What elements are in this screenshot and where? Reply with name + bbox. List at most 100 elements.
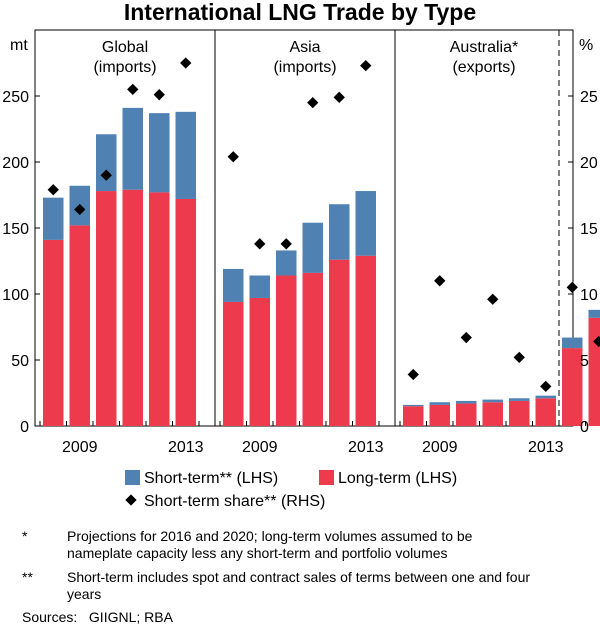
bar-long-term [329, 259, 350, 426]
right-axis-tick-label: 15 [580, 221, 598, 238]
bar-long-term [429, 404, 450, 426]
footnote-2-text: Short-term includes spot and contract sa… [67, 569, 531, 602]
legend: Short-term** (LHS) Long-term (LHS) Short… [125, 470, 457, 510]
share-marker [360, 59, 372, 72]
bar-short-term [249, 275, 270, 298]
bar-long-term [403, 406, 424, 426]
x-axis-tick-label: 2013 [528, 439, 564, 456]
share-marker [566, 281, 578, 294]
right-axis-tick-label: 10 [580, 287, 598, 304]
left-axis-tick-label: 100 [2, 287, 29, 304]
bar-long-term [302, 272, 323, 426]
bar-long-term [69, 225, 90, 426]
share-marker [280, 238, 292, 250]
share-marker [513, 351, 525, 364]
right-axis-tick-label: 0 [580, 419, 589, 436]
bar-long-term [535, 398, 556, 426]
share-marker [434, 275, 446, 287]
legend-short-term-label: Short-term** (LHS) [144, 470, 278, 487]
bar-short-term [223, 268, 244, 302]
bar-short-term [562, 337, 583, 349]
legend-short-term-swatch [125, 470, 140, 485]
bar-long-term [276, 275, 297, 426]
bar-short-term [456, 400, 477, 404]
bar-short-term [429, 402, 450, 405]
x-axis-tick-label: 2009 [422, 439, 458, 456]
bar-long-term [456, 403, 477, 426]
panel-subtitle: (imports) [93, 59, 156, 76]
right-axis-unit: % [579, 37, 593, 54]
share-marker [460, 331, 472, 344]
bar-short-term [302, 222, 323, 273]
plot-area-lines [34, 29, 586, 427]
left-axis-unit: mt [10, 37, 28, 54]
bar-long-term [96, 191, 117, 426]
x-axis-tick-label: 2009 [242, 439, 278, 456]
panel-title: Asia [289, 39, 320, 56]
bar-long-term [249, 297, 270, 426]
left-axis-tick-label: 200 [2, 155, 29, 172]
share-marker [307, 96, 319, 109]
legend-share-label: Short-term share** (RHS) [144, 493, 325, 510]
bar-short-term [403, 404, 424, 407]
bar-short-term [175, 111, 196, 199]
bar-long-term [175, 198, 196, 426]
bar-short-term [329, 204, 350, 260]
bar-short-term [482, 399, 503, 403]
bar-short-term [122, 107, 143, 190]
sources: Sources: GIIGNL; RBA [22, 609, 173, 625]
bar-long-term [223, 301, 244, 426]
bar-short-term [96, 134, 117, 192]
bar-long-term [562, 348, 583, 426]
chart-title: International LNG Trade by Type [124, 0, 476, 25]
panel-subtitle: (exports) [452, 59, 515, 76]
bar-short-term [276, 250, 297, 276]
panel-title: Global [102, 39, 148, 56]
share-marker [333, 91, 345, 103]
bar-short-term [588, 309, 600, 318]
share-marker [180, 57, 192, 69]
bar-long-term [43, 239, 64, 426]
panel-title: Australia* [450, 39, 518, 56]
share-markers [47, 57, 600, 393]
left-axis-tick-label: 0 [20, 419, 29, 436]
legend-long-term-swatch [319, 470, 334, 485]
bar-short-term [355, 191, 376, 256]
x-axis-tick-label: 2009 [62, 439, 98, 456]
x-axis-tick-label: 2013 [348, 439, 384, 456]
right-axis-tick-label: 5 [580, 353, 589, 370]
footnote-2-mark: ** [22, 569, 33, 585]
x-axis-tick-label: 2013 [168, 439, 204, 456]
legend-share-diamond [125, 494, 137, 506]
bar-long-term [122, 189, 143, 426]
bar-series [43, 107, 600, 426]
left-axis-tick-label: 250 [2, 89, 29, 106]
share-marker [127, 83, 139, 96]
left-axis-tick-label: 150 [2, 221, 29, 238]
share-marker [593, 335, 600, 348]
footnote-1-mark: * [22, 528, 28, 544]
right-axis-tick-label: 25 [580, 89, 598, 106]
share-marker [47, 184, 59, 196]
axis-and-panel-labels: 0 50 100 150 200 250 0 5 10 15 20 25 Global (imports)… [2, 39, 598, 456]
bar-long-term [482, 402, 503, 426]
share-marker [487, 293, 499, 305]
bar-short-term [149, 113, 170, 193]
footnote-1-text: Projections for 2016 and 2020; long-term… [67, 528, 473, 561]
share-marker [540, 380, 552, 393]
bar-long-term [588, 317, 600, 426]
share-marker [227, 151, 239, 163]
left-axis-tick-label: 50 [11, 353, 29, 370]
share-marker [153, 89, 165, 101]
right-axis-tick-label: 20 [580, 155, 598, 172]
bar-long-term [149, 192, 170, 426]
legend-long-term-label: Long-term (LHS) [338, 470, 457, 487]
bar-long-term [509, 400, 530, 426]
bar-short-term [43, 197, 64, 240]
bar-long-term [355, 255, 376, 426]
bar-short-term [509, 398, 530, 401]
share-marker [254, 238, 266, 250]
panel-subtitle: (imports) [273, 59, 336, 76]
share-marker [407, 368, 419, 381]
